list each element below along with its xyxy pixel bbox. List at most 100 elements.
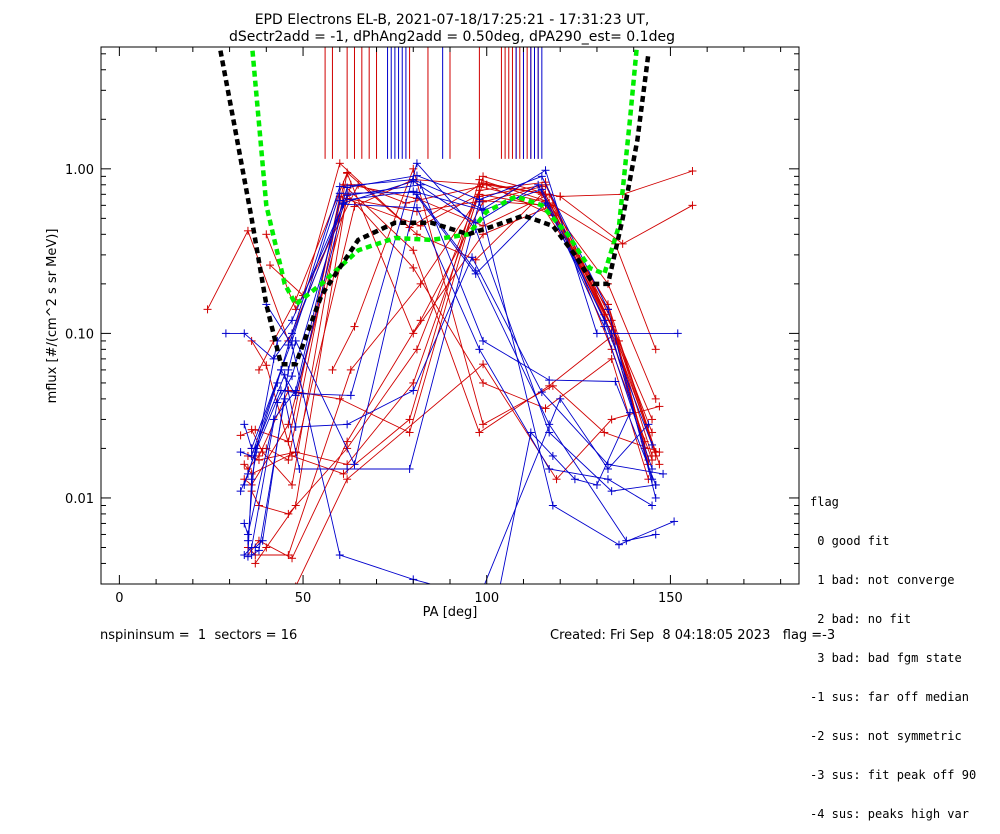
data-point-red [409, 246, 418, 255]
data-point-blue [335, 551, 344, 560]
data-point-blue [247, 475, 256, 484]
data-point-red [409, 263, 418, 272]
data-point-blue [603, 464, 612, 473]
data-point-blue [339, 200, 348, 209]
data-point-blue [240, 480, 249, 489]
y-tick-label: 1.00 [65, 163, 94, 178]
data-point-blue [343, 464, 352, 473]
series-line-blue [247, 256, 664, 541]
series-line-blue [265, 304, 649, 584]
data-point-blue [570, 475, 579, 484]
data-point-red [339, 469, 348, 478]
data-point-blue [545, 464, 554, 473]
data-point-red [479, 378, 488, 387]
series-line-red [296, 363, 660, 584]
data-point-red [343, 437, 352, 446]
data-point-blue [556, 394, 565, 403]
data-point-blue [240, 551, 249, 560]
data-point-red [655, 460, 664, 469]
data-point-blue [648, 440, 657, 449]
flag-legend: flag 0 good fit 1 bad: not converge 2 ba… [810, 470, 995, 834]
data-point-red [262, 230, 271, 239]
data-point-blue [221, 329, 230, 338]
data-point-red [688, 167, 697, 176]
data-point-blue [592, 329, 601, 338]
data-point-blue [651, 493, 660, 502]
data-point-red [335, 394, 344, 403]
data-point-blue [416, 180, 425, 189]
data-point-red [655, 448, 664, 457]
data-point-red [409, 164, 418, 173]
y-axis-label: mflux [#/(cm^2 s sr MeV)] [45, 229, 60, 404]
legend-item: -4 sus: peaks high var [810, 807, 969, 821]
data-point-red [607, 354, 616, 363]
data-point-blue [651, 530, 660, 539]
data-point-blue [475, 197, 484, 206]
data-point-blue [346, 391, 355, 400]
data-point-red [203, 305, 212, 314]
data-point-blue [335, 196, 344, 205]
flux-series [203, 47, 697, 584]
data-point-red [288, 480, 297, 489]
data-point-red [236, 431, 245, 440]
data-point-blue [614, 540, 623, 549]
data-point-red [243, 226, 252, 235]
data-point-red [651, 345, 660, 354]
data-point-blue [291, 336, 300, 345]
series-line-red [251, 181, 653, 515]
data-point-red [288, 554, 297, 563]
axis-ticks: 0 50 100 150 0.01 0.10 1.00 [65, 47, 799, 606]
data-point-blue [526, 428, 535, 437]
x-tick-label: 0 [115, 591, 123, 606]
data-point-red [651, 394, 660, 403]
series-line-red [240, 193, 649, 461]
data-point-blue [247, 551, 256, 560]
data-point-red [688, 201, 697, 210]
legend-title: flag [810, 495, 839, 509]
x-axis-label: PA [deg] [423, 605, 478, 620]
data-point-red [556, 192, 565, 201]
data-point-blue [541, 198, 550, 207]
data-point-red [600, 428, 609, 437]
data-point-blue [670, 517, 679, 526]
data-point-blue [251, 444, 260, 453]
data-point-blue [659, 469, 668, 478]
series-line-blue [243, 175, 657, 556]
legend-item: 0 good fit [810, 534, 890, 548]
data-point-red [262, 361, 271, 370]
data-point-blue [350, 460, 359, 469]
data-point-blue [537, 172, 546, 181]
data-point-blue [545, 420, 554, 429]
data-point-red [552, 475, 561, 484]
data-point-blue [603, 305, 612, 314]
data-point-blue [468, 253, 477, 262]
data-point-red [409, 378, 418, 387]
data-point-blue [240, 519, 249, 528]
data-point-blue [251, 543, 260, 552]
data-point-blue [534, 180, 543, 189]
data-point-red [479, 179, 488, 188]
data-point-blue [405, 464, 414, 473]
data-point-red [405, 428, 414, 437]
data-point-red [251, 559, 260, 568]
data-point-blue [412, 190, 421, 199]
series-line-blue [247, 184, 657, 557]
data-point-red [405, 415, 414, 424]
data-point-red [265, 261, 274, 270]
data-point-blue [335, 182, 344, 191]
legend-item: -3 sus: fit peak off 90 [810, 768, 977, 782]
data-point-blue [343, 183, 352, 192]
footer-sectors: nspininsum = 1 sectors = 16 [100, 628, 298, 643]
data-point-blue [607, 487, 616, 496]
series-line-red [243, 179, 653, 475]
data-point-blue [335, 189, 344, 198]
x-tick-label: 50 [295, 591, 312, 606]
series-line-red [269, 162, 693, 297]
data-point-blue [475, 345, 484, 354]
chart-title-line1: EPD Electrons EL-B, 2021-07-18/17:25:21 … [255, 12, 650, 28]
data-point-blue [479, 336, 488, 345]
series-line-blue [251, 201, 675, 556]
data-point-blue [600, 322, 609, 331]
data-point-blue [288, 341, 297, 350]
data-point-red [548, 381, 557, 390]
